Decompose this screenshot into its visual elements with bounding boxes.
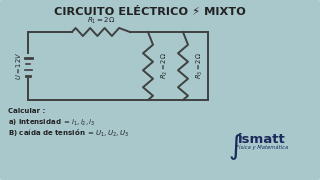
Text: $\int$: $\int$ (228, 132, 243, 162)
Text: CIRCUITO ELÉCTRICO ⚡ MIXTO: CIRCUITO ELÉCTRICO ⚡ MIXTO (54, 7, 246, 17)
Text: $R_1 = 2\Omega$: $R_1 = 2\Omega$ (87, 16, 115, 26)
Text: Física y Matemática: Física y Matemática (236, 144, 288, 150)
Text: $R_2 = 2\Omega$: $R_2 = 2\Omega$ (160, 53, 170, 79)
Text: $U = 12V$: $U = 12V$ (13, 52, 22, 80)
Text: B) caída de tensión $=U_1, U_2, U_3$: B) caída de tensión $=U_1, U_2, U_3$ (8, 128, 129, 139)
Text: a) intensidad $=i_1, i_2, i_3$: a) intensidad $=i_1, i_2, i_3$ (8, 118, 96, 128)
Text: ismatt: ismatt (238, 133, 286, 146)
Text: Calcular :: Calcular : (8, 108, 45, 114)
Text: $R_3 = 2\Omega$: $R_3 = 2\Omega$ (195, 53, 205, 79)
